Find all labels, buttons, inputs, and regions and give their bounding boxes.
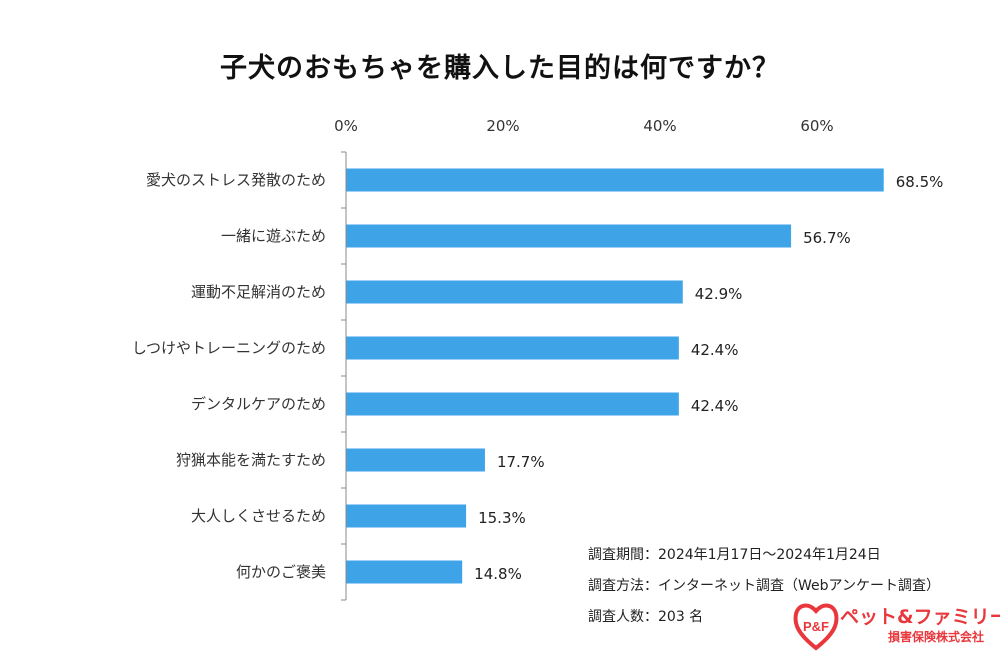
bar xyxy=(346,168,884,192)
bar xyxy=(346,448,485,472)
survey-info: 調査期間：2024年1月17日～2024年1月24日 調査方法：インターネット調… xyxy=(588,540,940,633)
survey-period: 調査期間：2024年1月17日～2024年1月24日 xyxy=(588,547,881,563)
bar xyxy=(346,504,467,528)
bar xyxy=(346,280,683,304)
x-tick-label: 60% xyxy=(800,117,833,135)
category-label: 狩猟本能を満たすため xyxy=(176,451,326,469)
bar xyxy=(346,560,463,584)
logo-sub-text: 損害保険株式会社 xyxy=(888,630,985,644)
value-label: 42.9% xyxy=(695,285,743,303)
x-tick-label: 0% xyxy=(334,117,358,135)
value-label: 17.7% xyxy=(497,453,545,471)
category-label: しつけやトレーニングのため xyxy=(132,339,326,357)
logo-mark-text: P&F xyxy=(803,619,829,634)
y-axis-tick-marks xyxy=(341,151,346,601)
x-axis-ticks: 0% 20% 40% 60% xyxy=(334,117,834,135)
category-label: 大人しくさせるため xyxy=(191,507,326,525)
category-label: 愛犬のストレス発散のため xyxy=(146,171,326,189)
chart-title: 子犬のおもちゃを購入した目的は何ですか？ xyxy=(220,53,780,84)
bar xyxy=(346,224,792,248)
value-labels: 68.5% 56.7% 42.9% 42.4% 42.4% 17.7% 15.3% 14.8% xyxy=(474,173,943,583)
value-label: 42.4% xyxy=(691,341,739,359)
survey-respondents: 調査人数：203 名 xyxy=(588,609,704,625)
value-label: 14.8% xyxy=(474,565,522,583)
bar xyxy=(346,392,679,416)
logo-brand-text: ペット&ファミリー xyxy=(840,606,1000,628)
category-labels: 愛犬のストレス発散のため一緒に遊ぶため運動不足解消のためしつけやトレーニングのた… xyxy=(132,171,326,581)
category-label: 運動不足解消のため xyxy=(191,283,326,301)
category-label: 一緒に遊ぶため xyxy=(221,227,326,245)
heart-logo-icon: P&F xyxy=(793,603,839,651)
x-tick-label: 20% xyxy=(486,117,519,135)
bar xyxy=(346,336,679,360)
x-tick-label: 40% xyxy=(643,117,676,135)
category-label: デンタルケアのため xyxy=(191,395,326,413)
company-logo: P&F ペット&ファミリー 損害保険株式会社 xyxy=(792,598,1000,656)
value-label: 42.4% xyxy=(691,397,739,415)
survey-method: 調査方法：インターネット調査（Webアンケート調査） xyxy=(588,578,940,594)
value-label: 68.5% xyxy=(896,173,944,191)
category-label: 何かのご褒美 xyxy=(236,563,326,581)
value-label: 56.7% xyxy=(803,229,851,247)
value-label: 15.3% xyxy=(478,509,526,527)
bars xyxy=(346,168,884,584)
